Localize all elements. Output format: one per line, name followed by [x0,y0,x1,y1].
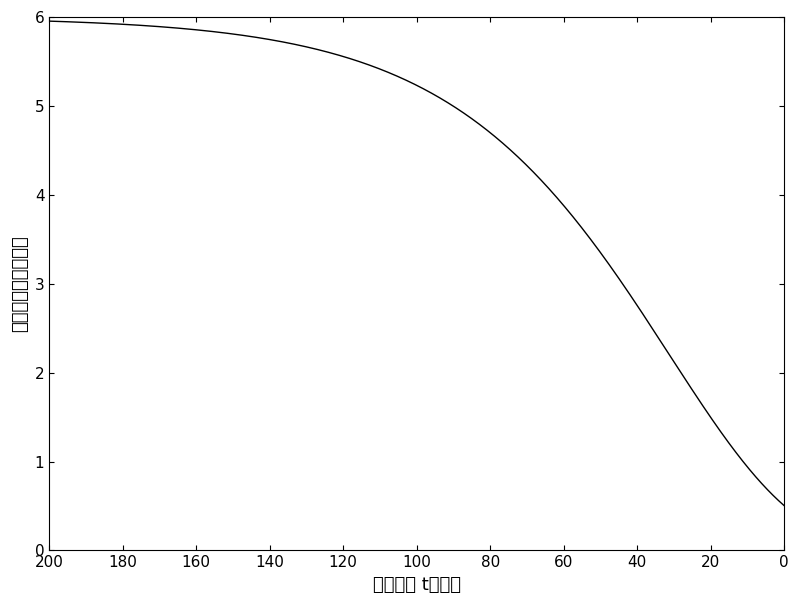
X-axis label: 退火温度 t（度）: 退火温度 t（度） [373,576,461,594]
Y-axis label: 交换波数点数（个）: 交换波数点数（个） [11,235,29,332]
